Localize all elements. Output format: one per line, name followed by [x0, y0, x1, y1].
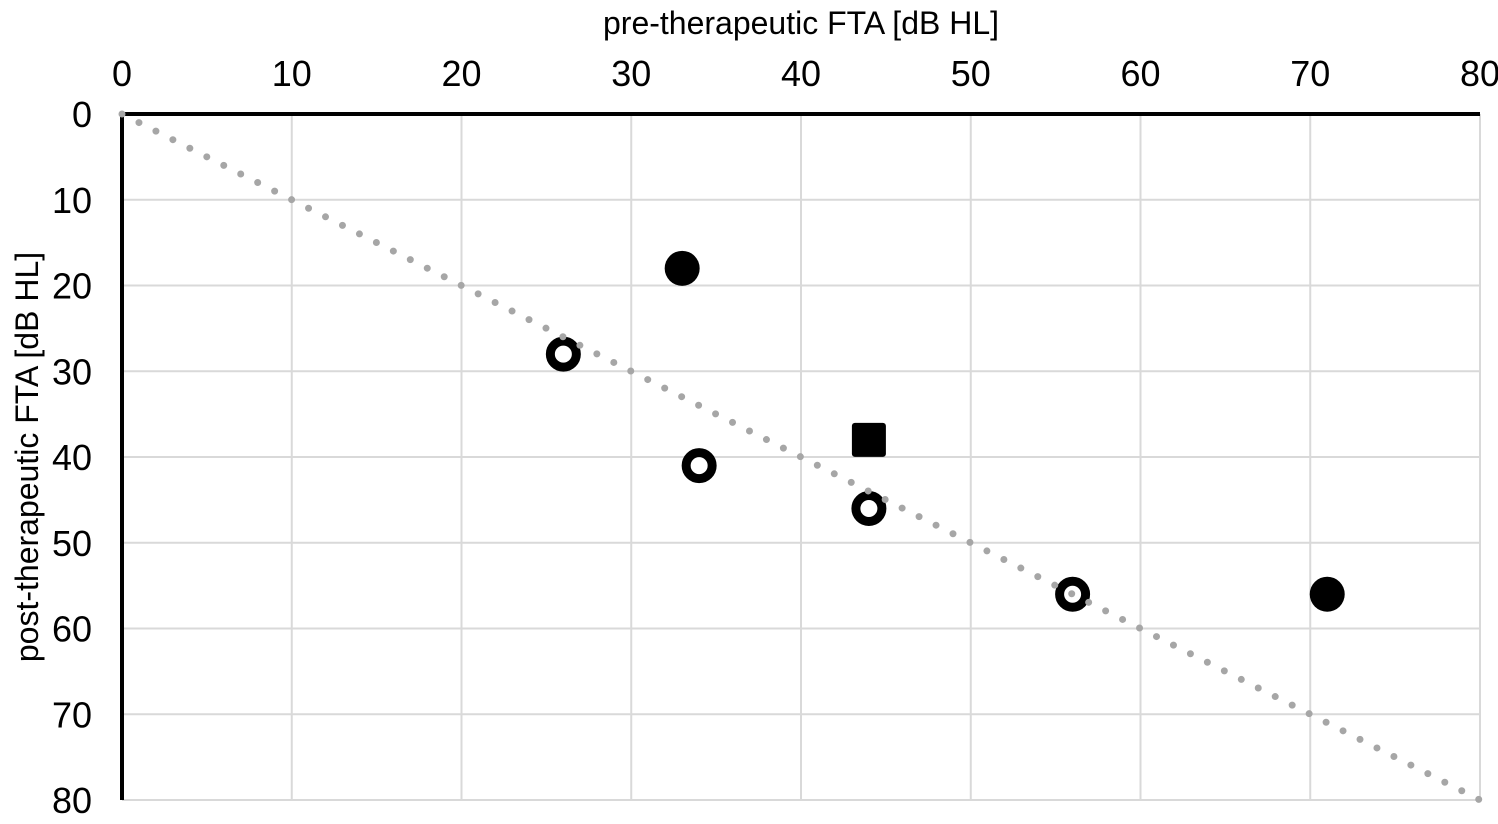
- axis-lines: [120, 112, 1480, 800]
- data-point-circle-open: [681, 448, 717, 484]
- data-point-square-filled: [851, 422, 886, 457]
- y-tick-label: 20: [52, 266, 92, 307]
- y-tick-label: 10: [52, 180, 92, 221]
- data-point-circle-open: [851, 490, 887, 526]
- data-point-circle-filled: [664, 250, 700, 286]
- x-tick-label: 0: [112, 53, 132, 94]
- x-tick-label: 40: [781, 53, 821, 94]
- y-axis-title: post-therapeutic FTA [dB HL]: [9, 252, 45, 662]
- x-tick-label: 10: [272, 53, 312, 94]
- y-tick-label: 50: [52, 523, 92, 564]
- x-tick-label: 80: [1460, 53, 1498, 94]
- x-tick-label: 30: [611, 53, 651, 94]
- y-tick-label: 60: [52, 609, 92, 650]
- data-point-circle-open: [545, 336, 581, 372]
- x-tick-label: 70: [1290, 53, 1330, 94]
- identity-line: [118, 110, 1484, 804]
- data-points: [545, 250, 1345, 612]
- x-tick-label: 20: [441, 53, 481, 94]
- y-tick-label: 70: [52, 694, 92, 735]
- y-tick-label: 0: [72, 94, 92, 135]
- identity-line-path: [118, 110, 1484, 804]
- y-tick-label: 40: [52, 437, 92, 478]
- data-point-circle-filled: [1309, 576, 1345, 612]
- y-axis-tick-labels: 0 10 20 30 40 50 60 70 80: [52, 94, 92, 821]
- gridlines: [122, 114, 1481, 801]
- y-tick-label: 80: [52, 780, 92, 821]
- y-tick-label: 30: [52, 351, 92, 392]
- x-axis-title: pre-therapeutic FTA [dB HL]: [603, 5, 999, 41]
- x-tick-label: 60: [1120, 53, 1160, 94]
- x-tick-label: 50: [951, 53, 991, 94]
- x-axis-tick-labels: 0 10 20 30 40 50 60 70 80: [112, 53, 1498, 94]
